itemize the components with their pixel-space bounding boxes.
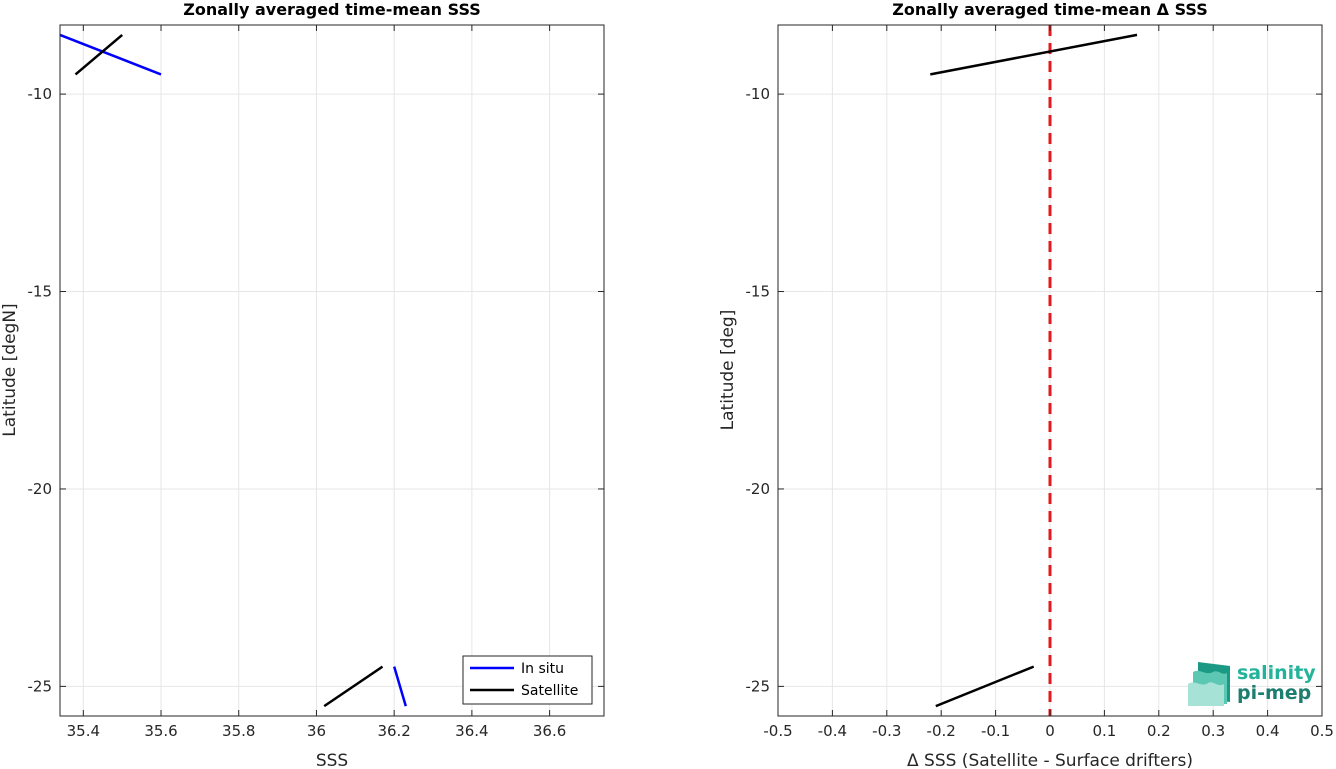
legend-label-satellite: Satellite [521,683,578,699]
series-right [930,25,1138,716]
y-tick-label: -10 [746,85,771,103]
x-axis-label-right: Δ SSS (Satellite - Surface drifters) [907,751,1193,769]
series-line-delta-sss [930,33,1138,76]
plot-area-left [60,25,604,716]
x-tick-label: 35.6 [144,722,177,740]
y-axis-label-right: Latitude [deg] [718,310,738,431]
x-tick-label: -0.4 [818,722,847,740]
series-line-satellite [323,665,384,708]
x-tick-label: 0.3 [1201,722,1225,740]
axes-frame-left [59,24,605,717]
x-tick-label: 36 [307,722,326,740]
x-tick-label: 35.4 [67,722,100,740]
x-tick-label: -0.1 [981,722,1010,740]
legend-label-in-situ: In situ [521,661,564,677]
x-tick-label: 0.4 [1256,722,1280,740]
y-tick-label: -25 [746,677,771,695]
y-tick-label: -20 [746,480,771,498]
series-line-in-situ [59,33,162,76]
y-tick-label: -25 [28,677,53,695]
salinity-pi-mep-logo: salinity pi-mep [1188,662,1316,706]
x-tick-label: -0.3 [872,722,901,740]
x-tick-label: -0.5 [763,722,792,740]
series-line-in-situ [393,666,407,707]
logo-line1: salinity [1237,662,1316,684]
y-tick-label: -10 [28,85,53,103]
x-tick-label: 0.1 [1092,722,1116,740]
x-tick-label: 0.5 [1310,722,1334,740]
y-tick-label: -15 [746,283,771,301]
wave-logo-icon [1188,662,1230,706]
chart-title-left: Zonally averaged time-mean SSS [183,0,481,19]
x-tick-label: 0.2 [1147,722,1171,740]
x-tick-label: 36.2 [377,722,410,740]
grid-left [60,25,604,716]
logo-line2: pi-mep [1237,682,1311,704]
legend: In situ Satellite [462,655,593,705]
y-tick-label: -20 [28,480,53,498]
y-tick-label: -15 [28,283,53,301]
panel-delta-sss: -0.5 -0.4 -0.3 -0.2 -0.1 0 0.1 0.2 0.3 0.4 0.5 -10 -… [718,0,1334,769]
x-tick-label: 35.8 [222,722,255,740]
x-axis-label-left: SSS [316,751,348,769]
y-axis-label-left: Latitude [degN] [0,303,20,436]
series-left [59,33,407,708]
x-tick-label: -0.2 [927,722,956,740]
chart-title-right: Zonally averaged time-mean Δ SSS [892,0,1208,19]
x-tick-label: 36.4 [455,722,488,740]
x-tick-label: 0 [1045,722,1055,740]
panel-sss: 35.4 35.6 35.8 36 36.2 36.4 36.6 -10 -15 -20 -25 Z… [0,0,605,769]
x-tick-label: 36.6 [533,722,566,740]
ticks-left: 35.4 35.6 35.8 36 36.2 36.4 36.6 -10 -15 -20 -25 [28,25,604,740]
series-line-satellite [74,33,124,76]
series-line-delta-sss [935,665,1035,708]
legend-box [462,655,593,705]
ticks-right: -0.5 -0.4 -0.3 -0.2 -0.1 0 0.1 0.2 0.3 0.4 0.5 -10 -… [746,25,1334,740]
